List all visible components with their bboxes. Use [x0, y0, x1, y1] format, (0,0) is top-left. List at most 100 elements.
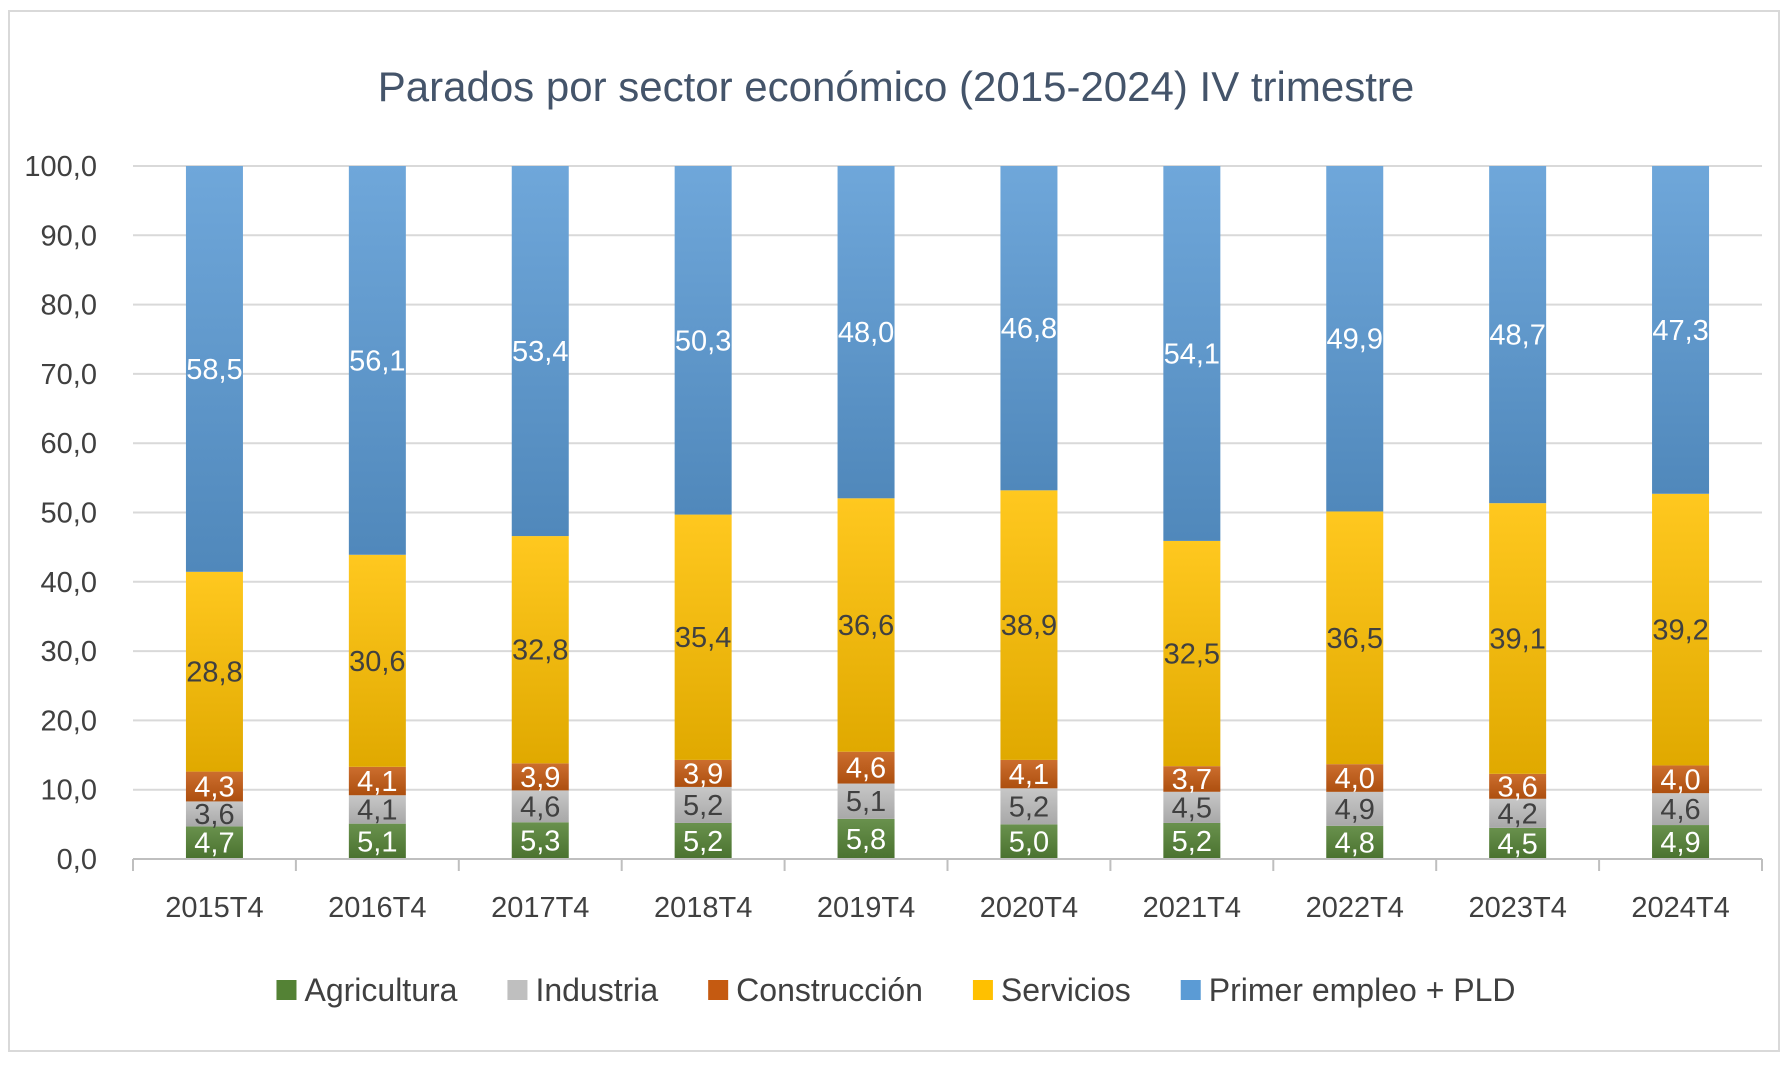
bar-segment	[674, 786, 732, 823]
data-label: 5,1	[357, 826, 397, 858]
bar-segment	[511, 822, 569, 859]
data-label: 4,6	[520, 791, 560, 823]
x-tick-label: 2016T4	[328, 892, 426, 924]
data-label: 3,9	[520, 762, 560, 794]
bar-segment	[1000, 824, 1058, 859]
bar-segment	[1326, 764, 1384, 792]
data-label: 49,9	[1327, 324, 1383, 356]
bar-segment	[674, 514, 732, 760]
legend-label: Industria	[535, 972, 658, 1008]
data-label: 5,0	[1009, 827, 1049, 859]
y-tick-label: 100,0	[24, 151, 97, 183]
bar-segment	[1000, 166, 1058, 491]
bar-segment	[1326, 791, 1384, 826]
y-tick-label: 80,0	[41, 290, 97, 322]
data-label: 32,5	[1164, 639, 1220, 671]
data-label: 4,5	[1497, 828, 1537, 860]
x-tick-label: 2020T4	[980, 892, 1078, 924]
y-tick-label: 90,0	[41, 220, 97, 252]
x-tick-label: 2024T4	[1631, 892, 1729, 924]
bar-segment	[511, 536, 569, 764]
bar-segment	[1163, 540, 1221, 767]
y-tick-label: 70,0	[41, 359, 97, 391]
y-tick-label: 10,0	[41, 775, 97, 807]
bar-segment	[1326, 511, 1384, 765]
bar-segment	[348, 766, 406, 796]
data-label: 47,3	[1652, 315, 1708, 347]
bar-segment	[1652, 493, 1710, 766]
bar-segment	[511, 763, 569, 791]
x-tick-label: 2019T4	[817, 892, 915, 924]
data-label: 4,1	[1009, 759, 1049, 791]
x-tick-label: 2023T4	[1468, 892, 1566, 924]
bar-segment	[348, 166, 406, 555]
data-label: 58,5	[186, 354, 242, 386]
bar-segment	[511, 166, 569, 537]
bar-segment	[1489, 773, 1547, 799]
bar-segment	[1652, 166, 1710, 494]
bar-segment	[674, 759, 732, 787]
data-label: 53,4	[512, 336, 568, 368]
data-label: 39,1	[1489, 624, 1545, 656]
x-axis: 2015T4 2016T4 2017T4 2018T4 2019T4 2020T4 2021…	[132, 858, 1763, 924]
y-axis-ticks: 0,0 10,0 20,0 30,0 40,0 50,0 60,0 70,0 80,0 90,0 1…	[24, 151, 97, 876]
legend-swatch	[276, 980, 297, 1000]
y-tick-label: 50,0	[41, 498, 97, 530]
x-tick-label: 2017T4	[491, 892, 589, 924]
bar-segment	[837, 166, 895, 499]
x-tick-label: 2015T4	[165, 892, 263, 924]
data-label: 4,0	[1335, 763, 1375, 795]
bar-segment	[1489, 827, 1547, 859]
bar-segment	[1163, 791, 1221, 823]
legend-label: Construcción	[736, 972, 923, 1008]
bar-segment	[837, 818, 895, 859]
data-label: 4,7	[194, 828, 234, 860]
data-label: 4,8	[1335, 827, 1375, 859]
data-labels: 4,73,64,328,858,55,14,14,130,656,15,34,6…	[186, 313, 1709, 860]
data-label: 36,5	[1327, 623, 1383, 655]
x-tick-label: 2022T4	[1306, 892, 1404, 924]
data-label: 4,9	[1660, 827, 1700, 859]
bar-segment	[1652, 765, 1710, 794]
data-label: 5,2	[683, 790, 723, 822]
data-label: 30,6	[349, 646, 405, 678]
data-label: 4,1	[357, 794, 397, 826]
data-label: 48,0	[838, 317, 894, 349]
data-label: 3,6	[194, 799, 234, 831]
bar-segment	[511, 790, 569, 823]
bar-segment	[185, 771, 243, 802]
data-label: 4,5	[1172, 792, 1212, 824]
data-label: 4,6	[846, 753, 886, 785]
data-label: 5,1	[846, 786, 886, 818]
data-label: 5,3	[520, 826, 560, 858]
bar-segment	[1163, 766, 1221, 792]
data-label: 4,1	[357, 766, 397, 798]
bar-segment	[674, 166, 732, 515]
legend-label: Servicios	[1001, 972, 1131, 1008]
data-label: 5,2	[1009, 791, 1049, 823]
bar-segment	[837, 783, 895, 819]
x-tick-label: 2021T4	[1143, 892, 1241, 924]
bar-segment	[837, 498, 895, 752]
bar-segment	[185, 826, 243, 859]
bar-segment	[185, 801, 243, 827]
bar-segment	[1652, 825, 1710, 859]
bar-segment	[674, 822, 732, 859]
legend: Agricultura Industria Construcción Servicio…	[276, 972, 1516, 1008]
data-label: 4,9	[1335, 794, 1375, 826]
bar-segment	[1652, 793, 1710, 826]
data-label: 50,3	[675, 325, 731, 357]
bars	[185, 166, 1710, 859]
data-label: 3,7	[1172, 764, 1212, 796]
bar-segment	[1000, 490, 1058, 760]
y-tick-label: 30,0	[41, 636, 97, 668]
data-label: 5,2	[683, 826, 723, 858]
data-label: 3,9	[683, 758, 723, 790]
legend-label: Agricultura	[304, 972, 457, 1008]
bar-segment	[1326, 166, 1384, 512]
bar-segment	[1489, 503, 1547, 774]
bar-segment	[837, 751, 895, 784]
x-tick-label: 2018T4	[654, 892, 752, 924]
bar-segment	[1163, 166, 1221, 541]
